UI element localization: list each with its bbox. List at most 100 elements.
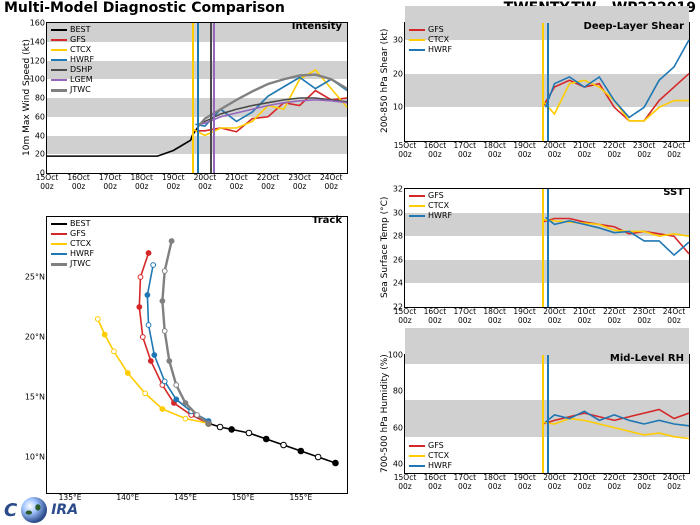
ylabel-sst: Sea Surface Temp (°C) [380, 196, 390, 297]
xtick: 140°E [116, 493, 139, 502]
axes-intensity: 02040608010012014016015Oct00z16Oct00z17O… [46, 22, 348, 174]
xtick: 22Oct00z [603, 141, 626, 159]
marker [152, 353, 157, 358]
legend-item: CTCX [51, 239, 94, 249]
legend-swatch [51, 223, 67, 225]
legend-item: GFS [409, 191, 452, 201]
xtick: 23Oct00z [288, 173, 311, 191]
xtick: 17Oct00z [454, 141, 477, 159]
legend-swatch [409, 215, 425, 217]
xtick: 24Oct00z [320, 173, 343, 191]
ytick: 40 [35, 131, 47, 140]
xtick: 19Oct00z [513, 473, 536, 491]
marker [148, 359, 153, 364]
legend-swatch [409, 195, 425, 197]
marker [160, 299, 165, 304]
ylabel-shear: 200-850 hPa Shear (kt) [380, 29, 390, 133]
xtick: 20Oct00z [194, 173, 217, 191]
marker [169, 239, 174, 244]
marker [206, 421, 211, 426]
series-ctcx [543, 80, 689, 120]
marker [102, 332, 107, 337]
panel-title-intensity: Intensity [292, 21, 342, 32]
marker [162, 379, 167, 384]
marker [145, 293, 150, 298]
xtick: 17Oct00z [454, 307, 477, 325]
legend-label: HWRF [428, 45, 452, 55]
legend-swatch [51, 49, 67, 51]
ytick: 100 [30, 75, 47, 84]
series-gfs [543, 74, 689, 121]
series-hwrf [546, 217, 689, 255]
ytick: 140 [30, 37, 47, 46]
xtick: 18Oct00z [483, 473, 506, 491]
xtick: 19Oct00z [513, 141, 536, 159]
root: Multi-Model Diagnostic Comparison TWENTY… [0, 0, 700, 525]
ytick: 160 [30, 19, 47, 28]
legend-item: CTCX [409, 35, 452, 45]
panel-sst: 22242628303215Oct00z16Oct00z17Oct00z18Oc… [404, 188, 688, 306]
ytick: 15°N [25, 393, 47, 402]
marker [146, 251, 151, 256]
xtick: 22Oct00z [257, 173, 280, 191]
legend-label: HWRF [70, 55, 94, 65]
legend-label: JTWC [70, 259, 91, 269]
marker [217, 424, 223, 430]
ylabel-rh: 700-500 hPa Humidity (%) [380, 354, 390, 473]
legend-item: DSHP [51, 65, 94, 75]
marker [143, 391, 148, 396]
xtick: 17Oct00z [454, 473, 477, 491]
marker [140, 335, 145, 340]
legend-swatch [409, 29, 425, 31]
legend-swatch [409, 465, 425, 467]
series-ctcx [98, 319, 209, 423]
marker [137, 305, 142, 310]
axes-track: 135°E140°E145°E150°E155°E10°N15°N20°N25°… [46, 216, 348, 494]
marker [160, 407, 165, 412]
xtick: 155°E [289, 493, 312, 502]
marker [333, 460, 339, 466]
legend-item: LGEM [51, 75, 94, 85]
ytick: 10°N [25, 453, 47, 462]
legend-swatch [51, 263, 67, 266]
legend-label: HWRF [70, 249, 94, 259]
panel-rh: 40608010015Oct00z16Oct00z17Oct00z18Oct00… [404, 354, 688, 472]
legend-label: CTCX [70, 239, 91, 249]
now-line [192, 23, 194, 173]
axes-rh: 40608010015Oct00z16Oct00z17Oct00z18Oct00… [404, 354, 690, 474]
legend-label: DSHP [70, 65, 92, 75]
xtick: 16Oct00z [424, 307, 447, 325]
legend-item: BEST [51, 219, 94, 229]
legend-swatch [51, 89, 67, 92]
now-line [197, 23, 199, 173]
legend-swatch [409, 445, 425, 447]
marker [174, 397, 179, 402]
panel-title-track: Track [312, 215, 342, 226]
marker [246, 430, 252, 436]
legend-label: GFS [70, 229, 86, 239]
legend-item: HWRF [51, 55, 94, 65]
marker [112, 349, 117, 354]
ytick: 25°N [25, 273, 47, 282]
legend-item: GFS [409, 25, 452, 35]
now-line [542, 189, 544, 307]
xtick: 22Oct00z [603, 473, 626, 491]
xtick: 19Oct00z [513, 307, 536, 325]
marker [125, 371, 130, 376]
legend-swatch [51, 39, 67, 41]
panel-track: 135°E140°E145°E150°E155°E10°N15°N20°N25°… [46, 216, 346, 492]
legend-item: GFS [51, 35, 94, 45]
marker [95, 317, 100, 322]
xtick: 22Oct00z [603, 307, 626, 325]
ytick: 32 [393, 185, 405, 194]
legend-label: CTCX [428, 35, 449, 45]
legend-item: HWRF [409, 461, 452, 471]
legend-swatch [409, 455, 425, 457]
now-line [547, 355, 549, 473]
legend-rh: GFSCTCXHWRF [409, 441, 452, 471]
ytick: 30 [393, 208, 405, 217]
legend-swatch [409, 49, 425, 51]
marker [298, 448, 304, 454]
legend-swatch [51, 253, 67, 255]
legend-item: CTCX [51, 45, 94, 55]
